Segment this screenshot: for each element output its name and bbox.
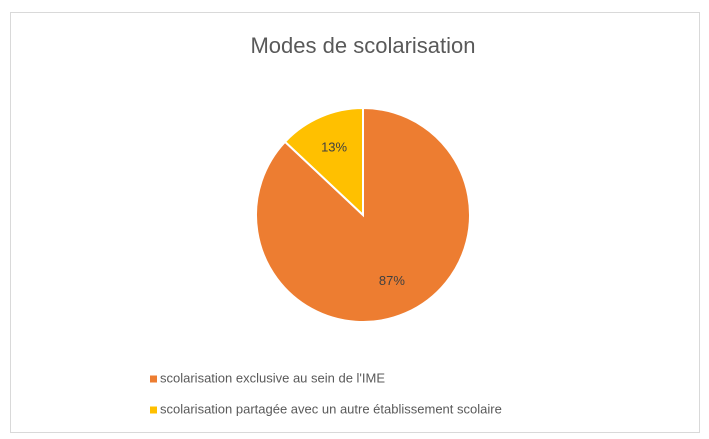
- chart-title: Modes de scolarisation: [250, 33, 475, 58]
- legend-label: scolarisation partagée avec un autre éta…: [160, 401, 502, 416]
- legend-label: scolarisation exclusive au sein de l'IME: [160, 370, 385, 385]
- data-label: 87%: [379, 273, 405, 288]
- pie-slice: [283, 106, 364, 218]
- legend-swatch: [150, 375, 157, 383]
- legend-swatch: [150, 406, 157, 414]
- data-label: 13%: [321, 140, 347, 155]
